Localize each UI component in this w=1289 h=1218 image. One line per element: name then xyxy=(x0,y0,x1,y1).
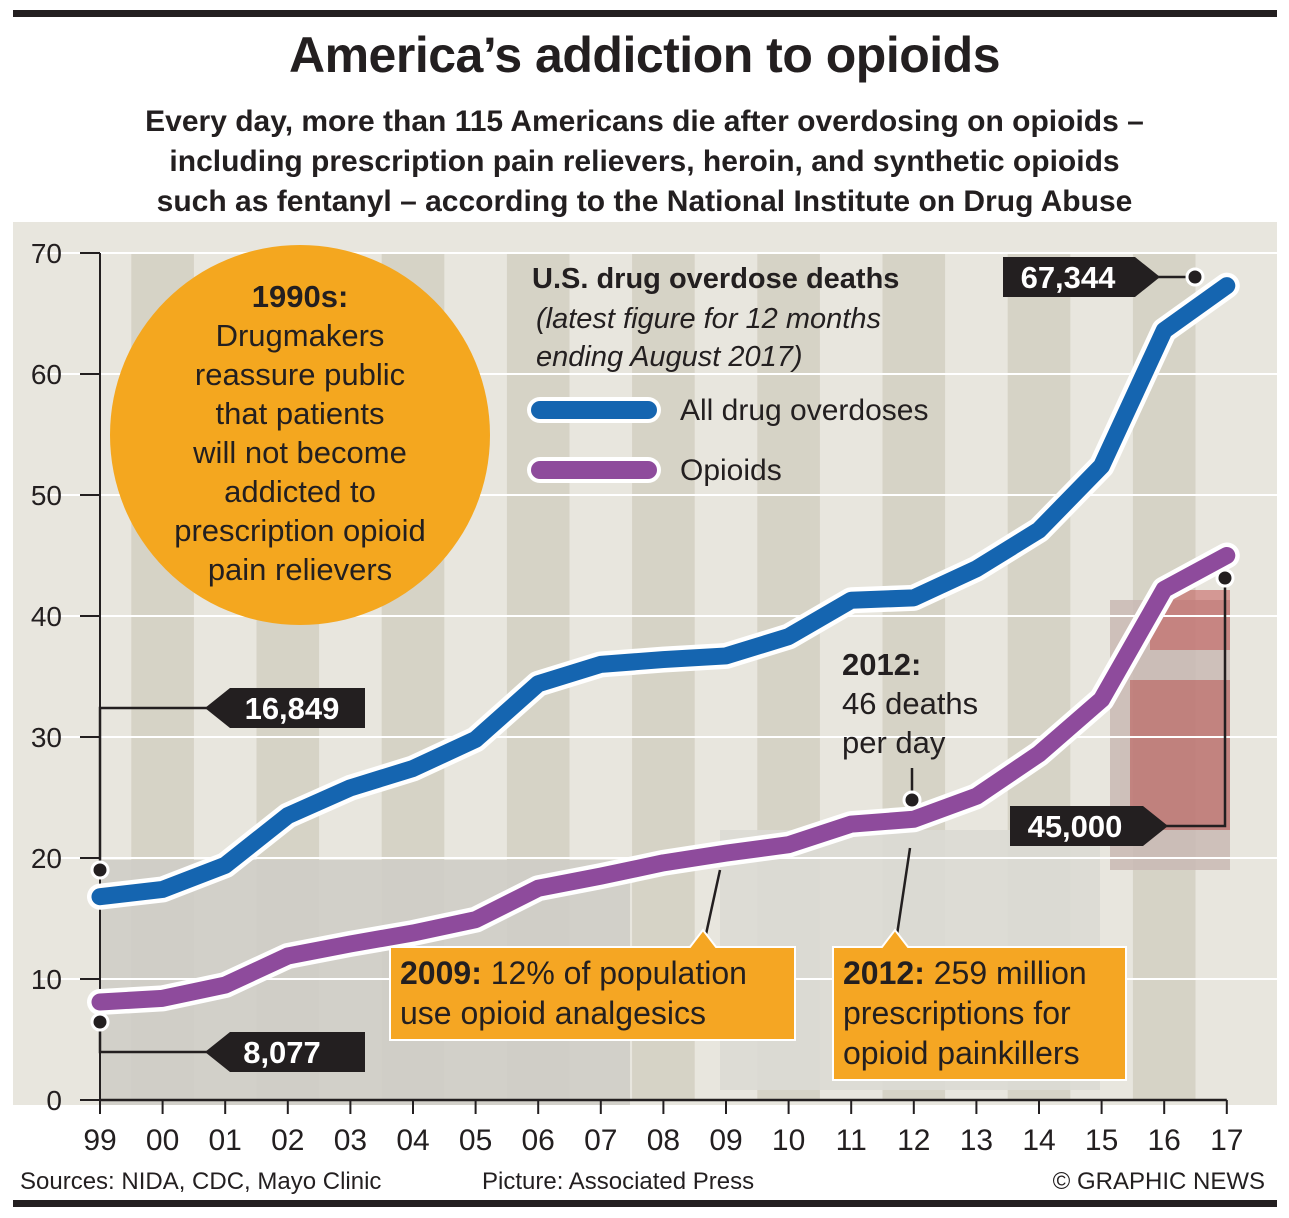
y-tick-label: 30 xyxy=(31,722,62,753)
subtitle-line: Every day, more than 115 Americans die a… xyxy=(145,105,1144,138)
x-tick-label: 09 xyxy=(709,1124,742,1157)
1990s-circle xyxy=(110,245,490,625)
y-tick-label: 50 xyxy=(31,480,62,511)
legend-subtitle: (latest figure for 12 months xyxy=(536,303,881,335)
page-title: America’s addiction to opioids xyxy=(288,27,1001,83)
tag-start-opioids-text: 8,077 xyxy=(243,1035,321,1070)
1990s-circle-text: 1990s: Drugmakers reassure public that p… xyxy=(174,279,426,587)
note-2012-title: 2012: xyxy=(842,647,921,682)
tag-end-opioids: 45,000 xyxy=(1010,806,1168,846)
circle-title: 1990s: xyxy=(252,279,349,314)
circle-line: pain relievers xyxy=(208,552,392,587)
series-lines xyxy=(87,272,1240,1015)
box-2009-line2: use opioid analgesics xyxy=(400,995,706,1031)
tag-end-all-text: 67,344 xyxy=(1021,260,1117,295)
box-2012: 2012: 259 million prescriptions for opio… xyxy=(832,928,1127,1081)
x-tick-label: 01 xyxy=(209,1124,242,1157)
x-tick-label: 06 xyxy=(522,1124,555,1157)
leader-lines xyxy=(98,275,1227,1054)
circle-line: addicted to xyxy=(224,474,376,509)
x-tick-label: 05 xyxy=(459,1124,492,1157)
circle-line: reassure public xyxy=(195,357,405,392)
x-tick-label: 99 xyxy=(83,1124,116,1157)
x-tick-label: 07 xyxy=(584,1124,617,1157)
note-2012-line: 46 deaths xyxy=(842,686,978,721)
y-tick-label: 20 xyxy=(31,843,62,874)
x-tick-label: 12 xyxy=(897,1124,930,1157)
tag-start-all: 16,849 xyxy=(205,688,365,728)
footer-picture: Picture: Associated Press xyxy=(482,1168,755,1195)
x-tick-label: 13 xyxy=(960,1124,993,1157)
x-tick-label: 03 xyxy=(334,1124,367,1157)
legend-label-opioids: Opioids xyxy=(680,454,782,487)
circle-line: Drugmakers xyxy=(216,318,385,353)
footer-sources: Sources: NIDA, CDC, Mayo Clinic xyxy=(20,1168,382,1195)
top-rule xyxy=(13,10,1277,17)
box-2012-line2: prescriptions for xyxy=(843,995,1071,1031)
leader-dots xyxy=(90,267,1235,1032)
circle-line: prescription opioid xyxy=(174,513,426,548)
note-2012-line: per day xyxy=(842,725,946,760)
subtitle-line: such as fentanyl – according to the Nati… xyxy=(156,185,1133,218)
y-axis: 0 10 20 30 40 50 60 70 xyxy=(31,238,101,1116)
x-tick-label: 10 xyxy=(772,1124,805,1157)
x-axis: 99 00 01 02 03 04 05 06 07 08 09 10 11 12 13 14 15 16 17 xyxy=(83,1098,1243,1157)
box-2012-line3: opioid painkillers xyxy=(843,1035,1080,1071)
tag-end-opioids-text: 45,000 xyxy=(1028,809,1123,844)
footer-credit: © GRAPHIC NEWS xyxy=(1052,1168,1265,1195)
y-tick-label: 70 xyxy=(31,238,62,269)
circle-line: that patients xyxy=(216,396,385,431)
note-2012: 2012: 46 deaths per day xyxy=(842,647,978,760)
y-tick-label: 0 xyxy=(46,1085,62,1116)
box-2009-line1: 2009: 12% of population xyxy=(400,955,747,991)
page-subtitle: Every day, more than 115 Americans die a… xyxy=(20,102,1269,222)
legend: U.S. drug overdose deaths (latest figure… xyxy=(527,263,928,487)
tag-start-all-text: 16,849 xyxy=(245,691,340,726)
x-tick-label: 16 xyxy=(1148,1124,1181,1157)
tag-end-all: 67,344 xyxy=(1003,257,1160,297)
bottom-rule xyxy=(13,1200,1277,1207)
legend-title: U.S. drug overdose deaths xyxy=(532,263,899,295)
series-line-all-drugs xyxy=(91,277,1236,906)
x-tick-label: 14 xyxy=(1022,1124,1055,1157)
legend-label-all: All drug overdoses xyxy=(680,394,928,427)
y-tick-label: 10 xyxy=(31,964,62,995)
tag-start-opioids: 8,077 xyxy=(205,1032,365,1072)
subtitle-line: including prescription pain relievers, h… xyxy=(169,145,1120,178)
x-tick-label: 02 xyxy=(271,1124,304,1157)
y-tick-label: 40 xyxy=(31,601,62,632)
x-tick-label: 00 xyxy=(146,1124,179,1157)
box-2009: 2009: 12% of population use opioid analg… xyxy=(389,928,796,1041)
y-tick-label: 60 xyxy=(31,359,62,390)
x-tick-label: 11 xyxy=(836,1124,867,1157)
x-tick-label: 15 xyxy=(1085,1124,1118,1157)
box-2012-line1: 2012: 259 million xyxy=(843,955,1087,991)
circle-line: will not become xyxy=(192,435,407,470)
series-line-opioids xyxy=(91,547,1236,1011)
legend-subtitle: ending August 2017) xyxy=(536,341,803,373)
x-tick-label: 04 xyxy=(396,1124,429,1157)
x-tick-label: 08 xyxy=(647,1124,680,1157)
x-tick-label: 17 xyxy=(1210,1124,1243,1157)
